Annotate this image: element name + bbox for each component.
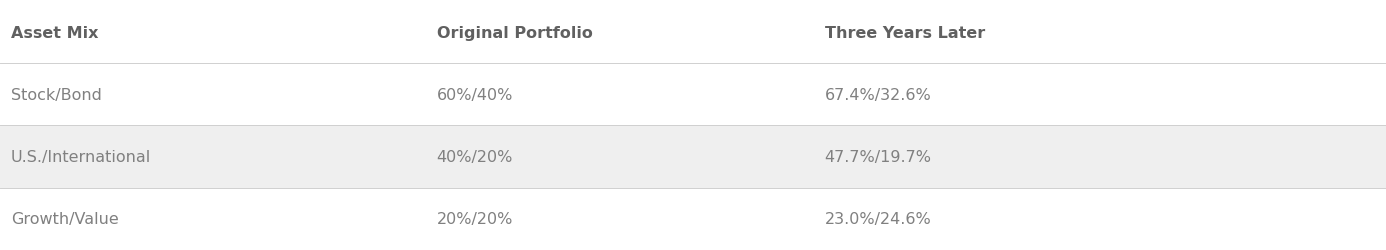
- Bar: [0, 126, 1386, 188]
- Text: Asset Mix: Asset Mix: [11, 26, 98, 40]
- Text: Growth/Value: Growth/Value: [11, 212, 119, 226]
- Text: 20%/20%: 20%/20%: [437, 212, 513, 226]
- Text: 47.7%/19.7%: 47.7%/19.7%: [825, 150, 931, 164]
- Text: U.S./International: U.S./International: [11, 150, 151, 164]
- Bar: [0, 0, 1386, 64]
- Text: 23.0%/24.6%: 23.0%/24.6%: [825, 212, 931, 226]
- Text: 60%/40%: 60%/40%: [437, 87, 513, 102]
- Text: Stock/Bond: Stock/Bond: [11, 87, 103, 102]
- Bar: [0, 188, 1386, 250]
- Text: Original Portfolio: Original Portfolio: [437, 26, 592, 40]
- Text: Three Years Later: Three Years Later: [825, 26, 985, 40]
- Text: 40%/20%: 40%/20%: [437, 150, 513, 164]
- Bar: [0, 64, 1386, 126]
- Text: 67.4%/32.6%: 67.4%/32.6%: [825, 87, 931, 102]
